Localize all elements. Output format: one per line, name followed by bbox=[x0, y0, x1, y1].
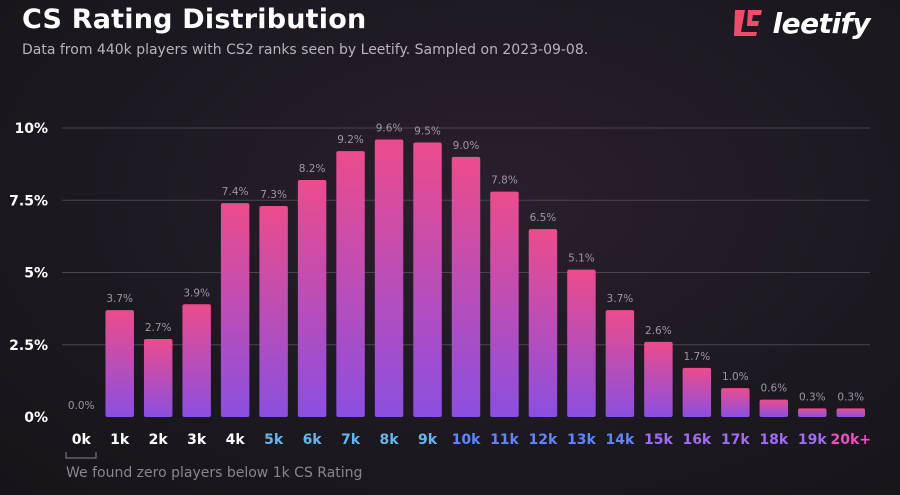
data-label: 2.7% bbox=[145, 322, 172, 334]
data-label: 0.3% bbox=[837, 391, 864, 403]
x-tick-label: 11k bbox=[490, 432, 519, 448]
x-tick-label: 1k bbox=[110, 432, 130, 448]
data-label: 9.2% bbox=[337, 134, 364, 146]
bar-18k bbox=[759, 399, 789, 417]
data-label: 0.6% bbox=[760, 383, 787, 395]
x-tick-label: 16k bbox=[682, 432, 711, 448]
bar-5k bbox=[259, 206, 288, 417]
x-tick-label: 7k bbox=[341, 432, 361, 448]
data-label: 7.4% bbox=[222, 186, 249, 198]
data-label: 7.3% bbox=[260, 189, 287, 201]
x-tick-label: 10k bbox=[452, 432, 481, 448]
bar-15k bbox=[644, 341, 673, 417]
zero-bracket bbox=[65, 452, 97, 459]
bar-16k bbox=[682, 367, 712, 417]
x-tick-label: 19k bbox=[798, 432, 827, 448]
data-label: 5.1% bbox=[568, 253, 595, 265]
bar-20k+ bbox=[836, 408, 865, 417]
data-label: 3.7% bbox=[607, 293, 634, 305]
data-label: 9.6% bbox=[376, 123, 403, 135]
data-label: 9.0% bbox=[453, 140, 480, 152]
bar-9k bbox=[413, 142, 442, 417]
x-tick-label: 9k bbox=[418, 432, 438, 448]
x-tick-label: 17k bbox=[721, 432, 750, 448]
data-label: 1.0% bbox=[722, 371, 749, 383]
x-tick-label: 0k bbox=[72, 432, 92, 448]
x-tick-label: 15k bbox=[644, 432, 673, 448]
x-tick-label: 18k bbox=[759, 432, 788, 448]
bar-6k bbox=[297, 180, 327, 417]
data-label: 6.5% bbox=[530, 212, 557, 224]
bar-17k bbox=[721, 388, 750, 417]
data-label: 3.9% bbox=[183, 287, 210, 299]
bar-10k bbox=[451, 156, 481, 417]
x-tick-label: 4k bbox=[226, 432, 246, 448]
y-tick-label: 2.5% bbox=[9, 338, 48, 354]
x-tick-label: 6k bbox=[303, 432, 323, 448]
bar-8k bbox=[374, 139, 404, 417]
x-tick-label: 14k bbox=[606, 432, 635, 448]
data-label: 0.0% bbox=[68, 400, 95, 412]
leetify-logo: leetify bbox=[731, 6, 871, 40]
chart-title: CS Rating Distribution bbox=[22, 4, 367, 35]
y-tick-label: 5% bbox=[24, 266, 48, 282]
footnote: We found zero players below 1k CS Rating bbox=[66, 465, 363, 481]
x-tick-label: 3k bbox=[187, 432, 207, 448]
bar-12k bbox=[528, 229, 558, 417]
bar-13k bbox=[567, 269, 596, 417]
x-tick-label: 13k bbox=[567, 432, 596, 448]
bar-7k bbox=[336, 151, 365, 417]
bar-14k bbox=[605, 310, 635, 417]
data-label: 3.7% bbox=[106, 293, 133, 305]
x-tick-label: 8k bbox=[380, 432, 400, 448]
data-label: 1.7% bbox=[684, 351, 711, 363]
logo-text: leetify bbox=[772, 6, 871, 40]
bar-1k bbox=[105, 310, 134, 417]
chart-subtitle: Data from 440k players with CS2 ranks se… bbox=[22, 42, 589, 58]
data-label: 0.3% bbox=[799, 391, 826, 403]
x-tick-label: 5k bbox=[264, 432, 284, 448]
y-tick-label: 0% bbox=[24, 410, 48, 426]
bar-11k bbox=[490, 191, 519, 417]
y-tick-label: 7.5% bbox=[9, 193, 48, 209]
bar-3k bbox=[182, 304, 211, 417]
bar-19k bbox=[798, 408, 827, 417]
x-tick-label: 2k bbox=[149, 432, 169, 448]
bar-4k bbox=[220, 203, 250, 417]
data-label: 9.5% bbox=[414, 125, 441, 137]
leetify-logo-icon bbox=[733, 10, 762, 36]
bar-2k bbox=[143, 338, 173, 417]
data-label: 2.6% bbox=[645, 325, 672, 337]
y-tick-label: 10% bbox=[14, 121, 48, 137]
data-label: 8.2% bbox=[299, 163, 326, 175]
x-tick-label: 12k bbox=[529, 432, 558, 448]
x-tick-label: 20k+ bbox=[830, 432, 871, 448]
data-label: 7.8% bbox=[491, 175, 518, 187]
